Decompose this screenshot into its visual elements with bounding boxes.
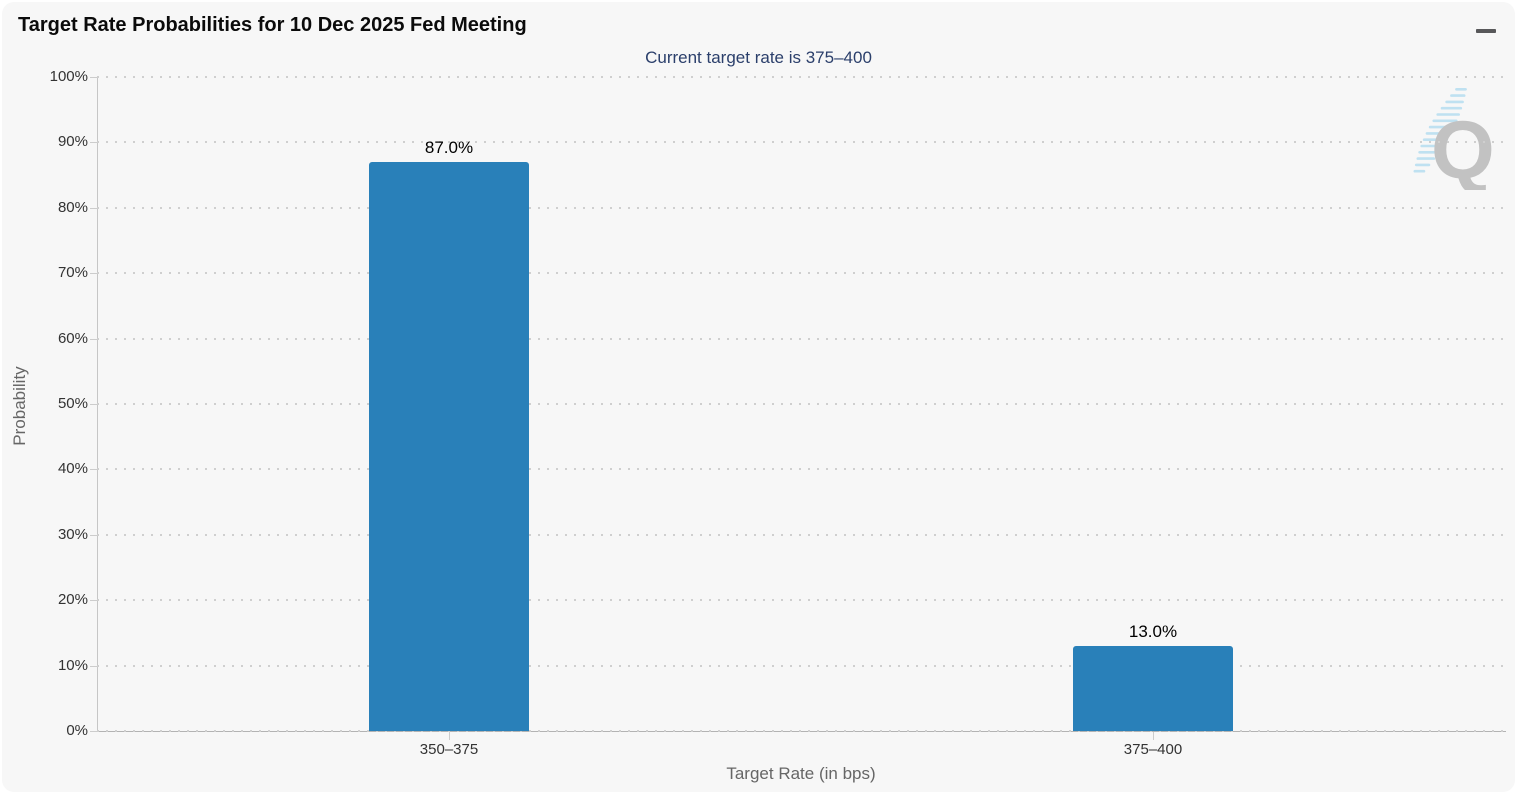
x-axis-tick-label: 350–375 xyxy=(419,741,479,758)
gridline xyxy=(97,141,1505,144)
y-axis-tick-label: 100% xyxy=(49,68,88,85)
y-axis-tick-label: 0% xyxy=(66,722,88,739)
y-axis-tick-label: 10% xyxy=(57,656,88,674)
bar-value-label: 13.0% xyxy=(1128,621,1178,641)
gridline xyxy=(97,468,1505,471)
y-axis-tick-label: 60% xyxy=(57,329,88,347)
gridline xyxy=(97,272,1505,275)
chart-title: Target Rate Probabilities for 10 Dec 202… xyxy=(18,14,527,36)
gridline xyxy=(97,76,1505,78)
plot-area xyxy=(97,76,1505,732)
y-axis-tick-label: 80% xyxy=(57,198,88,216)
chart-card: Target Rate Probabilities for 10 Dec 202… xyxy=(2,2,1515,792)
y-axis-tick-label: 90% xyxy=(57,133,88,151)
gridline xyxy=(97,403,1505,405)
gridline xyxy=(97,206,1505,209)
gridline xyxy=(97,337,1505,340)
y-axis-tick-label: 30% xyxy=(57,525,88,543)
hamburger-menu-icon[interactable] xyxy=(1476,21,1496,41)
hamburger-bar xyxy=(1476,29,1496,33)
y-axis-title: Probability xyxy=(10,366,29,446)
bar-350-375[interactable] xyxy=(369,162,529,731)
y-axis-tick xyxy=(90,665,97,667)
x-axis-tick xyxy=(1153,732,1154,740)
y-axis-tick xyxy=(90,77,97,78)
y-axis-tick xyxy=(90,142,97,144)
bar-value-label: 87.0% xyxy=(424,138,474,158)
y-axis-tick xyxy=(90,404,97,405)
y-axis-tick-label: 20% xyxy=(57,591,88,609)
y-axis-tick-label: 40% xyxy=(57,460,88,478)
y-axis-tick-label: 70% xyxy=(57,264,88,282)
x-axis-tick-label: 375–400 xyxy=(1123,741,1183,758)
y-axis-tick xyxy=(90,207,97,209)
y-axis-tick xyxy=(90,273,97,275)
gridline xyxy=(97,599,1505,602)
x-axis-tick xyxy=(449,732,450,740)
y-axis-tick xyxy=(90,600,97,602)
bar-375-400[interactable] xyxy=(1073,645,1233,731)
y-axis-tick xyxy=(90,534,97,536)
gridline xyxy=(97,664,1505,667)
y-axis-tick-label: 50% xyxy=(57,395,88,412)
gridline xyxy=(97,730,1505,732)
chart-subtitle: Current target rate is 375–400 xyxy=(645,48,872,67)
x-axis-title: Target Rate (in bps) xyxy=(726,764,876,783)
y-axis-tick xyxy=(90,469,97,471)
gridline xyxy=(97,533,1505,536)
y-axis-tick xyxy=(90,731,97,732)
y-axis-tick xyxy=(90,338,97,340)
